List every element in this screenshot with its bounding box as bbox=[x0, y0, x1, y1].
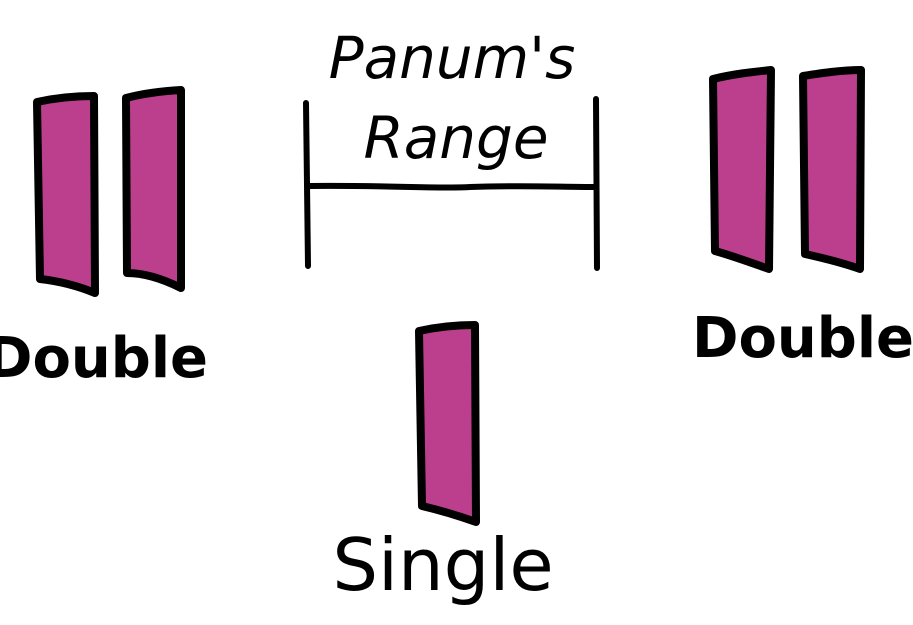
left-bar-pair bbox=[33, 86, 185, 297]
right-bar-2 bbox=[799, 66, 865, 273]
center-single-bar bbox=[415, 321, 480, 526]
label-left-double: Double bbox=[0, 326, 208, 391]
left-bar-1 bbox=[33, 92, 99, 297]
right-bar-1 bbox=[709, 66, 775, 273]
label-right-double: Double bbox=[692, 306, 913, 371]
label-center-single: Single bbox=[332, 523, 553, 607]
range-title-line2: Range bbox=[363, 104, 548, 172]
bracket-right-tick bbox=[593, 96, 600, 271]
bracket-horizontal-line bbox=[305, 182, 599, 191]
range-title-line1: Panum's bbox=[329, 24, 576, 92]
right-bar-pair bbox=[709, 66, 865, 273]
left-bar-2 bbox=[122, 86, 185, 292]
panums-range-bracket bbox=[303, 96, 600, 271]
